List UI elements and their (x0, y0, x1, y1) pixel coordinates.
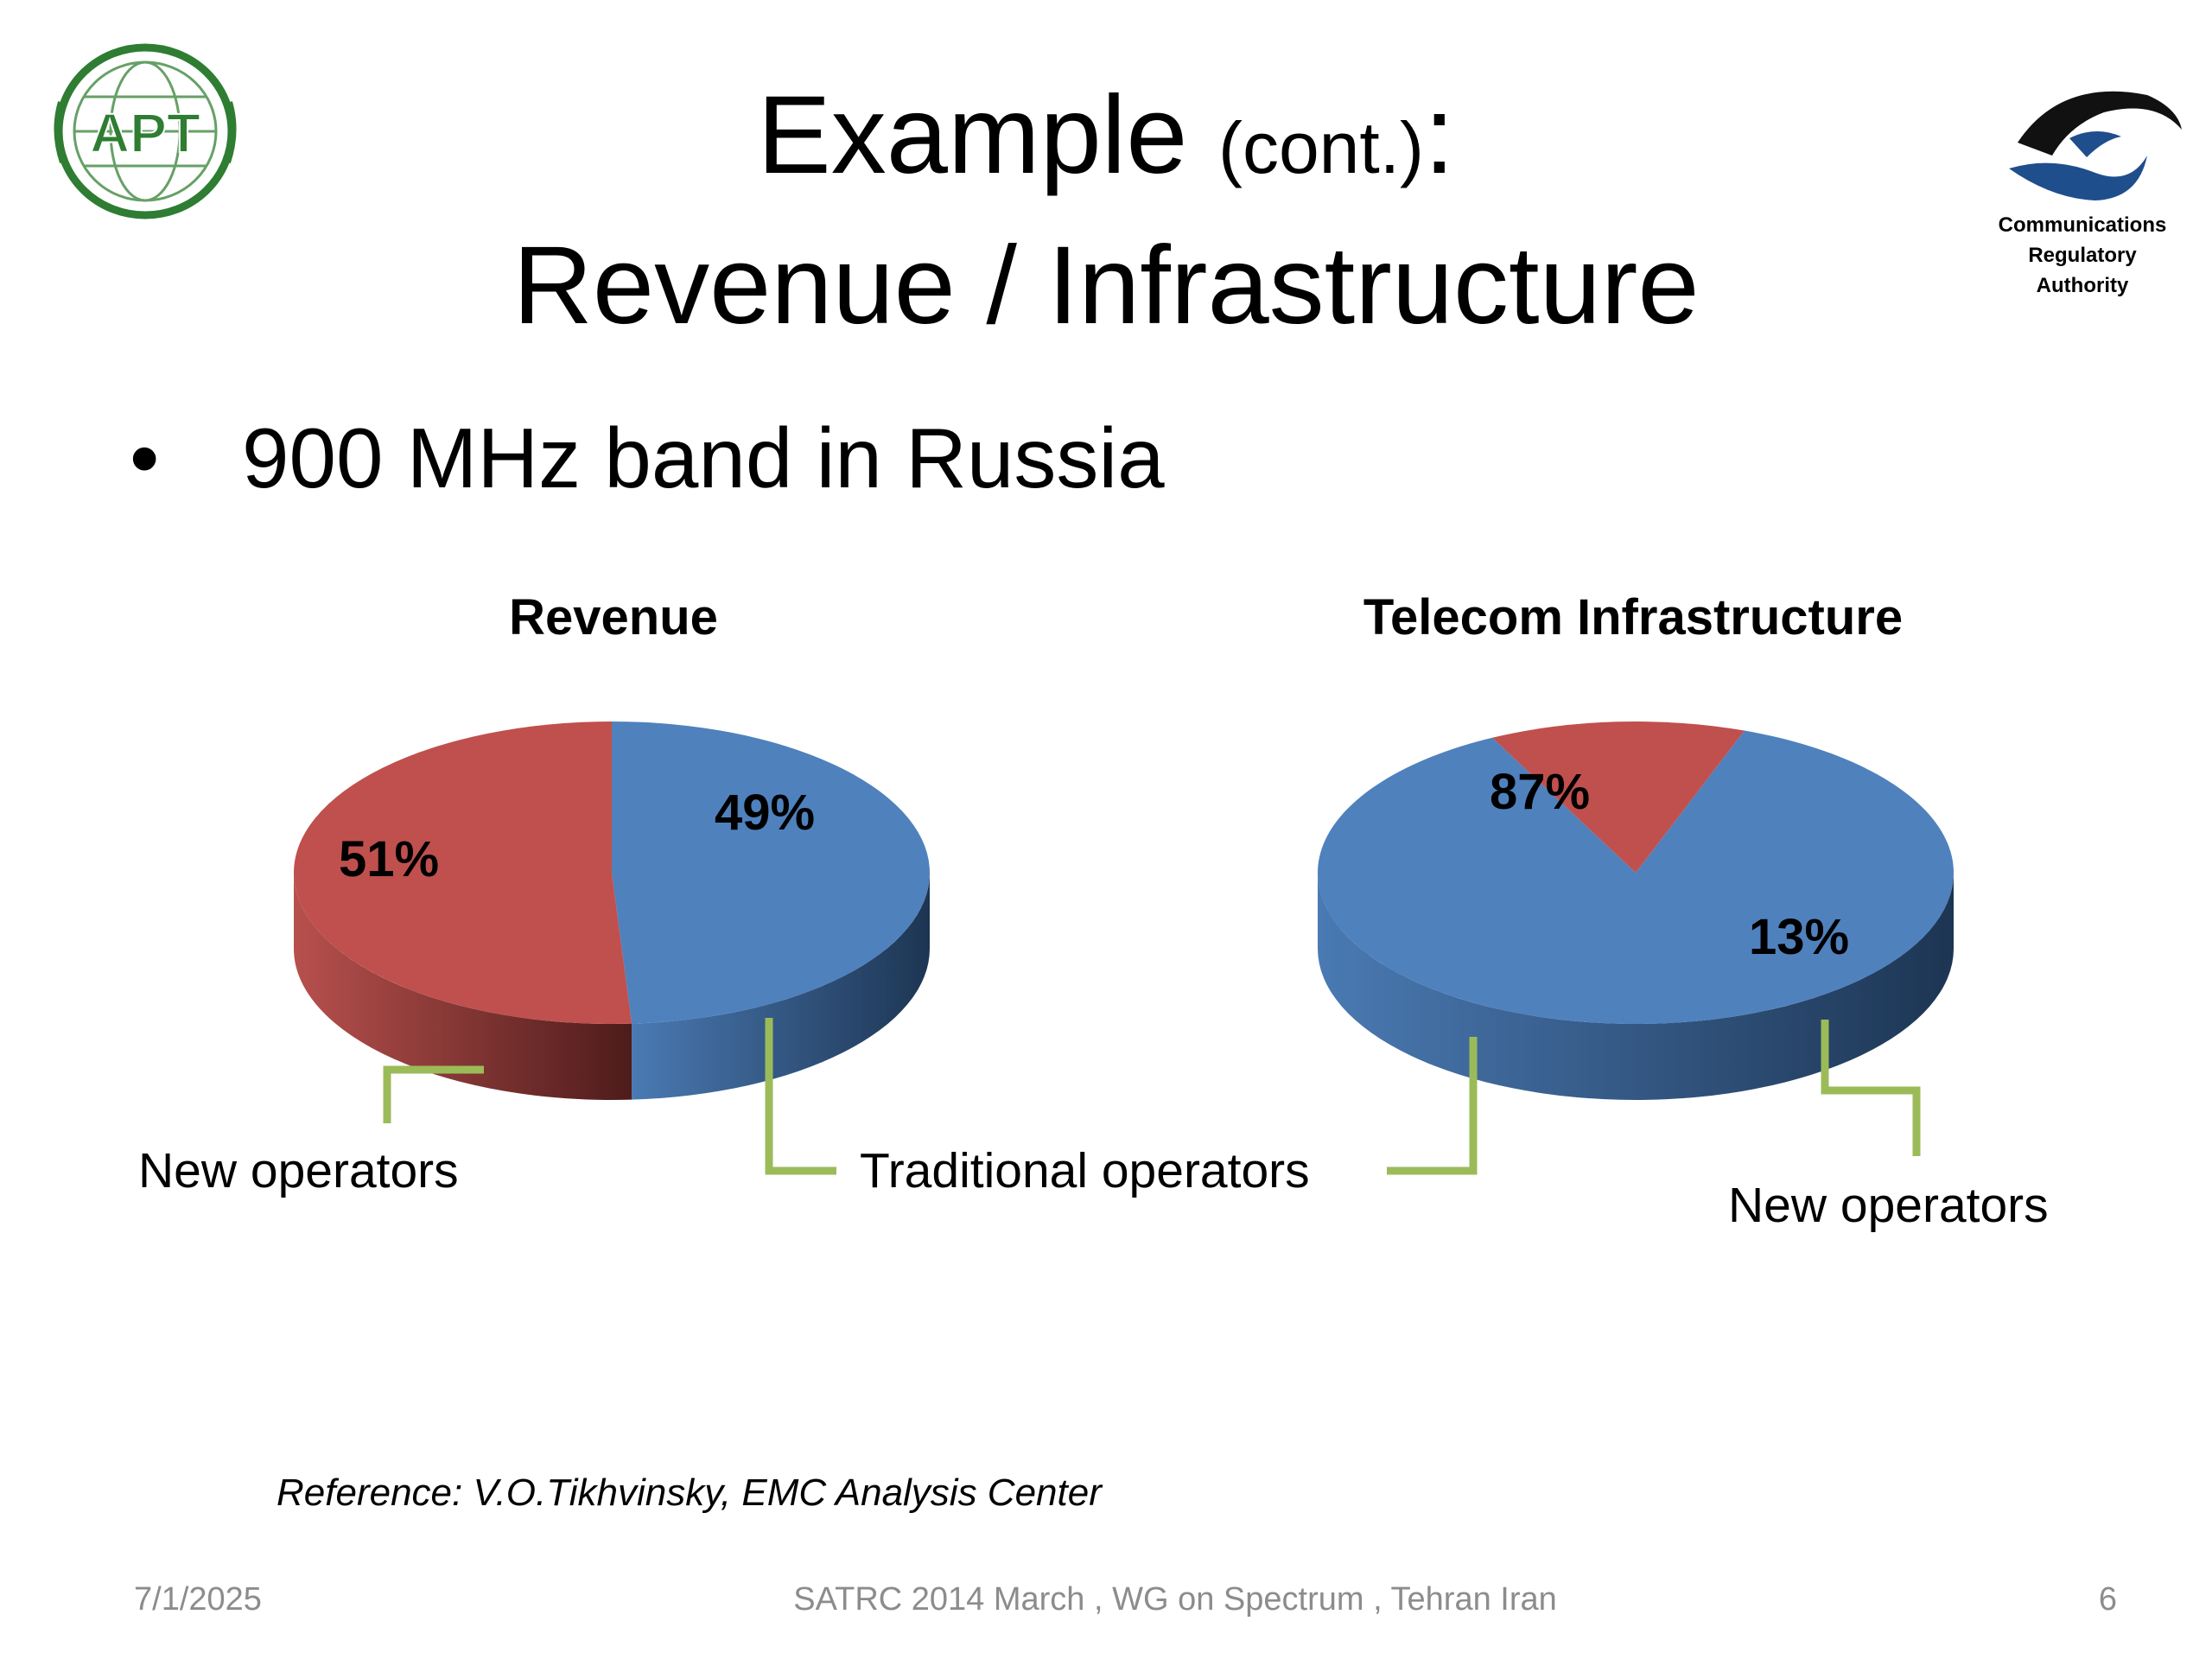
title-colon: : (1424, 73, 1455, 197)
footer-page-number: 6 (2098, 1581, 2117, 1618)
footer-date: 7/1/2025 (134, 1581, 262, 1618)
title-paren: (cont.) (1217, 107, 1425, 188)
pie-0-slice-1 (293, 721, 632, 1025)
label-traditional-operators: Traditional operators (860, 1143, 1310, 1198)
leader-line-revenue-new (383, 1065, 484, 1123)
cra-line-2: Regulatory (2028, 244, 2137, 267)
bullet-item: • 900 MHz band in Russia (130, 406, 1165, 510)
chart-title-infrastructure: Telecom Infrastructure (1363, 589, 1904, 645)
data-label-infra-new: 13% (1748, 909, 1850, 965)
cra-logo-mark (2009, 91, 2182, 200)
data-label-revenue-new: 51% (338, 831, 440, 887)
leader-line-revenue-traditional (765, 1018, 836, 1175)
reference-note: Reference: V.O.Tikhvinsky, EMC Analysis … (276, 1471, 1102, 1514)
data-label-revenue-traditional: 49% (714, 785, 816, 841)
leader-line-infra-new (1821, 1020, 1921, 1156)
apt-logo-text: APT (90, 102, 200, 164)
apt-logo: APT (54, 43, 237, 219)
pie-0-slice-0 (612, 721, 930, 1024)
pie-0-side-0-0 (632, 873, 930, 1100)
label-revenue-new-operators: New operators (138, 1143, 459, 1198)
chart-title-revenue: Revenue (509, 589, 718, 645)
bullet-text: 900 MHz band in Russia (242, 410, 1165, 505)
pie-0-side-1-0 (294, 873, 632, 1100)
leader-line-infra-traditional (1387, 1037, 1478, 1175)
slide-title-line-2: Revenue / Infrastructure (512, 224, 1700, 347)
slide-title-line-1: Example (cont.): (0, 71, 2212, 213)
cra-line-3: Authority (2036, 274, 2129, 297)
title-main: Example (757, 73, 1188, 197)
cra-line-1: Communications (1998, 213, 2167, 237)
footer-center: SATRC 2014 March , WG on Spectrum , Tehr… (793, 1581, 1557, 1618)
pie-1-slice-1 (1492, 721, 1745, 873)
label-infra-new-operators: New operators (1728, 1178, 2049, 1233)
pie-1-slice-0 (1318, 730, 1954, 1024)
bullet-marker: • (130, 410, 160, 505)
data-label-infra-traditional: 87% (1489, 764, 1591, 820)
cra-logo-text: Communications Regulatory Authority (1970, 210, 2195, 301)
